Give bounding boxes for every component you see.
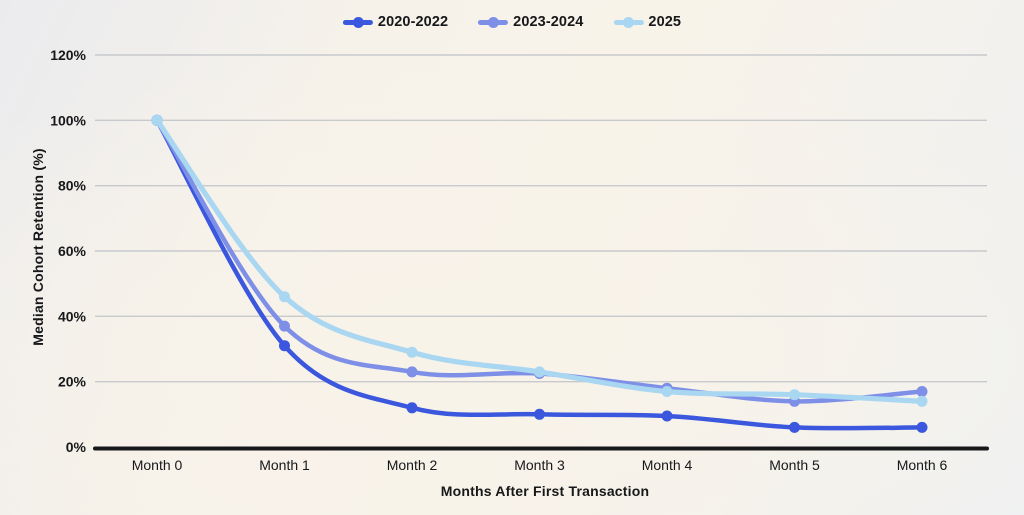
legend-label: 2025 (648, 14, 682, 30)
legend-line-dot-marker (478, 16, 509, 28)
x-tick-label: Month 2 (387, 457, 438, 473)
y-tick-label: 100% (50, 112, 86, 128)
legend-label: 2023-2024 (513, 14, 584, 30)
x-tick-label: Month 5 (769, 457, 820, 473)
legend-dot-icon (487, 16, 499, 28)
data-point-2023-2024 (406, 366, 418, 378)
x-tick-label: Month 6 (897, 457, 948, 473)
legend-line-dot-marker (342, 16, 373, 28)
data-point-2020-2022 (661, 410, 673, 422)
legend-dot-icon (352, 16, 364, 28)
data-point-2025 (661, 386, 673, 397)
x-tick-label: Month 4 (642, 457, 693, 473)
x-tick-label: Month 3 (514, 457, 565, 473)
data-point-2020-2022 (916, 421, 928, 433)
y-tick-label: 40% (58, 308, 87, 324)
data-point-2020-2022 (406, 402, 418, 414)
y-tick-label: 120% (50, 47, 86, 63)
data-point-2025 (916, 395, 928, 407)
y-tick-label: 60% (58, 243, 87, 259)
legend-dot-icon (622, 16, 634, 28)
data-point-2023-2024 (279, 320, 290, 332)
data-point-2025 (406, 346, 418, 358)
chart-legend: 2020-2022 2023-2024 2025 (342, 14, 681, 30)
x-tick-label: Month 0 (132, 457, 183, 473)
legend-item-2020-2022[interactable]: 2020-2022 (342, 14, 449, 30)
x-axis-title: Months After First Transaction (440, 483, 650, 499)
legend-item-2025[interactable]: 2025 (613, 14, 681, 30)
series-line-2023-2024 (154, 118, 925, 404)
data-point-2020-2022 (534, 408, 545, 420)
series-line-2025 (154, 117, 925, 404)
data-point-2025 (279, 291, 290, 303)
y-axis-title: Median Cohort Retention (%) (30, 148, 46, 346)
data-point-2025 (534, 366, 545, 378)
x-tick-label: Month 1 (259, 457, 310, 473)
data-point-2020-2022 (279, 340, 290, 352)
y-tick-label: 20% (58, 374, 87, 390)
legend-label: 2020-2022 (377, 14, 449, 30)
legend-item-2023-2024[interactable]: 2023-2024 (478, 14, 583, 30)
y-tick-label: 80% (58, 178, 87, 194)
data-point-2025 (789, 389, 800, 401)
legend-line-dot-marker (613, 16, 644, 28)
data-point-2020-2022 (789, 421, 800, 433)
data-point-2025 (151, 114, 163, 126)
data-point-2023-2024 (916, 386, 928, 397)
y-tick-label: 0% (66, 439, 87, 455)
